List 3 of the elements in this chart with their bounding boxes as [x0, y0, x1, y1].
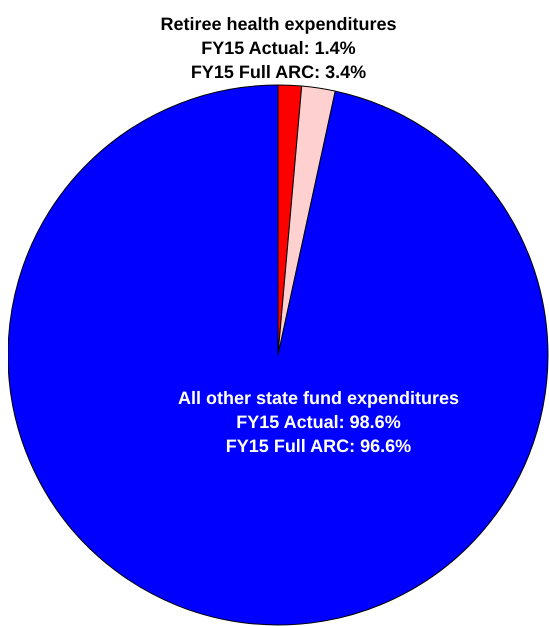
- text: Retiree health expenditures FY15 Actual: 1.4% FY15 Full ARC: 3.4%: [159, 13, 398, 84]
- text: All other state fund expenditures FY15 Actual: 98.6% FY15 Full ARC: 96.6%: [176, 387, 460, 458]
- pie-slice: [8, 84, 548, 626]
